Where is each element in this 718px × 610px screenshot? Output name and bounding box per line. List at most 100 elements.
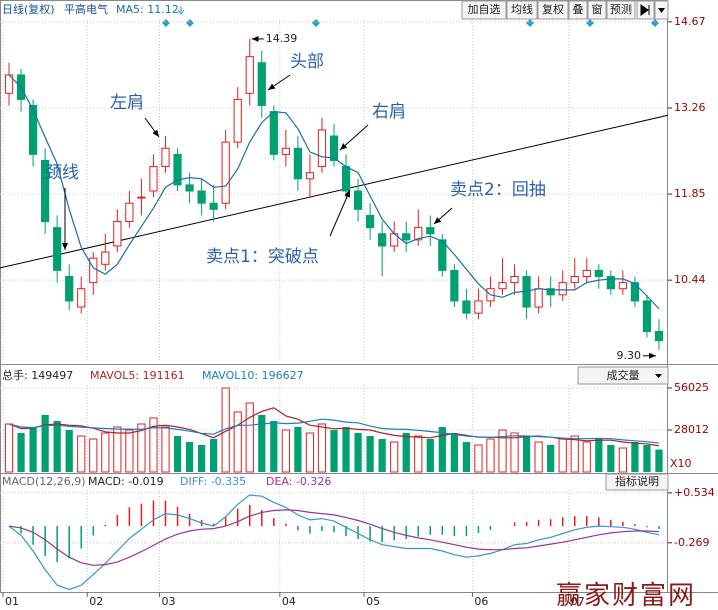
button-label[interactable]: 均线 <box>511 2 533 16</box>
button-label[interactable]: 指标说明 <box>615 474 659 488</box>
bar <box>137 423 146 473</box>
bar <box>618 447 627 473</box>
mavol5-legend: MAVOL5: 191161 <box>90 369 185 382</box>
dropdown-label[interactable]: 成交量 <box>607 368 640 382</box>
icon <box>658 8 665 13</box>
bar <box>525 521 528 527</box>
button[interactable] <box>461 0 507 20</box>
bar <box>309 526 311 534</box>
bar <box>245 402 254 473</box>
bar <box>273 517 275 527</box>
marker <box>312 19 320 27</box>
button[interactable] <box>506 0 538 20</box>
y-tick-label: 14.67 <box>674 15 706 28</box>
bar <box>161 426 170 473</box>
bar <box>80 526 82 549</box>
button[interactable] <box>568 0 588 20</box>
bar <box>140 503 143 527</box>
candle-body <box>101 251 110 265</box>
bar <box>402 433 410 472</box>
candle-body <box>438 239 447 271</box>
bar <box>537 519 540 527</box>
bar <box>354 433 362 472</box>
annotation: 颈线 <box>45 163 79 183</box>
bar <box>534 441 543 473</box>
bar <box>197 445 206 472</box>
bar <box>646 526 648 528</box>
bar <box>152 500 155 527</box>
candle-body <box>77 288 86 308</box>
bar <box>610 519 612 527</box>
bar <box>89 438 98 473</box>
candle-body <box>618 282 627 290</box>
button[interactable] <box>587 0 607 20</box>
dropdown[interactable] <box>577 366 669 385</box>
price-label: 14.39 <box>266 32 298 45</box>
candle-body <box>209 202 218 210</box>
candle-body <box>149 166 158 192</box>
bar <box>513 522 516 527</box>
candle-body <box>257 62 266 106</box>
x-tick-label: 07 <box>571 595 585 608</box>
button-label[interactable]: 复权 <box>542 2 564 16</box>
button-label[interactable]: 加自选 <box>468 3 501 16</box>
button[interactable] <box>606 0 636 20</box>
bar <box>116 514 119 527</box>
candle-body <box>365 214 375 229</box>
dea-legend: DEA: -0.326 <box>266 475 331 488</box>
y-tick-label: 28012 <box>674 423 709 436</box>
button-label[interactable]: 窗 <box>592 2 603 16</box>
bar <box>607 445 615 472</box>
candle-body <box>269 111 278 155</box>
stock-name: 平高电气 <box>64 2 108 16</box>
button[interactable] <box>605 473 669 491</box>
bar <box>561 517 564 527</box>
candle-body <box>353 190 363 210</box>
annotation: 左肩 <box>110 93 144 113</box>
candle-body <box>402 233 411 241</box>
bar <box>643 445 651 472</box>
bar <box>65 430 73 472</box>
candle-body <box>137 196 146 199</box>
mavol10-legend: MAVOL10: 196627 <box>202 369 304 382</box>
bar <box>486 438 495 473</box>
candle-body <box>462 300 471 314</box>
bar <box>441 526 444 535</box>
button-label[interactable]: 预测 <box>610 3 632 16</box>
y-tick-label: 10.44 <box>674 273 706 286</box>
bar <box>261 509 263 527</box>
bar <box>465 526 468 537</box>
bar <box>176 506 179 527</box>
candle-body <box>378 233 387 247</box>
annotation-arrow <box>329 189 351 237</box>
bar <box>393 526 395 541</box>
bar <box>582 441 591 473</box>
neckline <box>0 114 669 269</box>
bar <box>598 517 600 527</box>
bar <box>438 427 446 472</box>
bar <box>489 526 492 530</box>
candle-body <box>293 147 303 180</box>
annotation: 头部 <box>290 52 324 72</box>
button-label[interactable]: 叠 <box>573 3 584 16</box>
y-tick-label: -0.269 <box>674 536 709 549</box>
button[interactable] <box>537 0 569 20</box>
bar <box>474 444 483 473</box>
annotation: 卖点2：回抽 <box>450 180 546 200</box>
bar <box>330 430 338 472</box>
candle-body <box>161 147 170 168</box>
bar <box>417 526 420 537</box>
bar <box>297 526 299 531</box>
bar <box>345 526 347 537</box>
bar <box>450 433 458 472</box>
annotation-arrow <box>339 124 369 151</box>
diff-legend: DIFF: -0.335 <box>180 475 246 488</box>
annotation: 右肩 <box>372 102 406 122</box>
bar <box>173 436 182 472</box>
candle-body <box>173 153 182 186</box>
bar <box>510 432 519 473</box>
y-tick-label: +0.534 <box>674 486 715 499</box>
bar <box>547 445 555 472</box>
bar <box>294 427 302 472</box>
toolbar-buttons: 加自选 均线 复权 叠 窗 预测 <box>461 0 669 20</box>
